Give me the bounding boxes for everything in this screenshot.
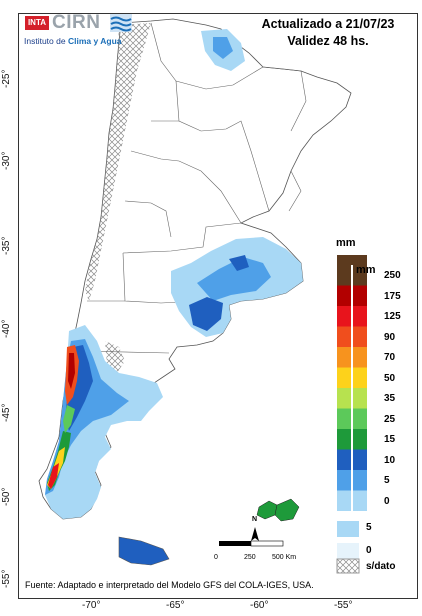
- lat-label: -50°: [1, 487, 12, 506]
- legend-swatch: [337, 255, 367, 265]
- legend-no-data-swatch: [336, 558, 360, 574]
- updated-date: Actualizado a 21/07/23: [261, 17, 395, 31]
- scale-label: 0: [214, 554, 218, 561]
- legend-level-label: 10: [384, 454, 396, 466]
- legend-swatch: [353, 326, 367, 347]
- legend-swatch: [337, 388, 351, 409]
- lat-label: -45°: [1, 403, 12, 422]
- cirn-logo: INTA CIRN Instituto de Clima y Agua: [22, 12, 152, 50]
- lat-label: -55°: [1, 569, 12, 588]
- map-frame: [18, 13, 418, 599]
- source-note: Fuente: Adaptado e interpretado del Mode…: [25, 580, 314, 590]
- malvinas-islands: [256, 498, 300, 522]
- lon-label: -60°: [250, 600, 269, 611]
- legend-swatch: [353, 408, 367, 429]
- tierra-del-fuego: [118, 536, 170, 566]
- lat-label: -40°: [1, 319, 12, 338]
- legend-swatch: [353, 265, 367, 286]
- legend-level-label: 15: [384, 434, 396, 446]
- lat-label: -25°: [1, 69, 12, 88]
- legend-level-label: 25: [384, 413, 396, 425]
- legend-swatch: [353, 306, 367, 327]
- scale-label: 250: [244, 554, 256, 561]
- map-header: Actualizado a 21/07/23 Validez 48 hs.: [238, 16, 418, 50]
- legend-swatch: [337, 326, 351, 347]
- inta-logo: INTA: [24, 15, 50, 31]
- legend-unit-inner: mm: [356, 264, 376, 276]
- legend-swatch: [337, 306, 351, 327]
- legend-swatch: [353, 347, 367, 368]
- legend-swatch: [353, 470, 367, 491]
- legend-swatch: [337, 408, 351, 429]
- legend-level-label: 70: [384, 352, 396, 364]
- legend-swatch: [337, 367, 351, 388]
- legend-swatch: [337, 265, 351, 286]
- waves-icon: [110, 14, 132, 32]
- legend-level-label: 50: [384, 372, 396, 384]
- legend-swatch: [353, 449, 367, 470]
- lat-label: -35°: [1, 236, 12, 255]
- precipitation-fields: [45, 29, 303, 519]
- lat-label: -30°: [1, 151, 12, 170]
- legend-level-label: 5: [384, 475, 390, 487]
- legend-no-data-label: s/dato: [366, 561, 396, 572]
- lon-label: -70°: [82, 600, 101, 611]
- legend-level-label: 250: [384, 270, 401, 282]
- legend-level-label: 90: [384, 331, 396, 343]
- legend-swatch: [337, 449, 351, 470]
- legend-swatch: [353, 490, 367, 511]
- legend-swatch: [337, 490, 351, 511]
- legend-extra-label: 5: [366, 522, 372, 533]
- legend-level-label: 175: [384, 290, 401, 302]
- legend-level-label: 125: [384, 311, 401, 323]
- legend-unit-outer: mm: [336, 237, 356, 249]
- lon-label: -55°: [334, 600, 353, 611]
- legend-extra-label: 0: [366, 545, 372, 556]
- legend-swatch: [337, 543, 359, 559]
- validity: Validez 48 hs.: [287, 34, 369, 48]
- cirn-wordmark: CIRN: [52, 12, 101, 33]
- lon-label: -65°: [166, 600, 185, 611]
- legend-swatch: [337, 521, 359, 537]
- north-arrow-icon: [251, 527, 259, 541]
- no-data-hatch-region: [85, 23, 151, 301]
- north-label: N: [252, 516, 258, 523]
- legend-swatch: [337, 470, 351, 491]
- legend-swatch: [337, 347, 351, 368]
- legend-swatch: [337, 285, 351, 306]
- legend-swatch: [337, 429, 351, 450]
- legend-swatch: [353, 429, 367, 450]
- legend-color-bar: [336, 255, 367, 574]
- legend-swatch: [353, 388, 367, 409]
- legend-swatch: [353, 285, 367, 306]
- scale-bar: [219, 540, 284, 547]
- legend-level-label: 35: [384, 393, 396, 405]
- legend-swatch: [353, 367, 367, 388]
- precipitation-map: [38, 18, 367, 574]
- legend-level-label: 0: [384, 495, 390, 507]
- institute-name: Instituto de Clima y Agua: [24, 36, 122, 46]
- scale-label: 500 Km: [272, 554, 297, 561]
